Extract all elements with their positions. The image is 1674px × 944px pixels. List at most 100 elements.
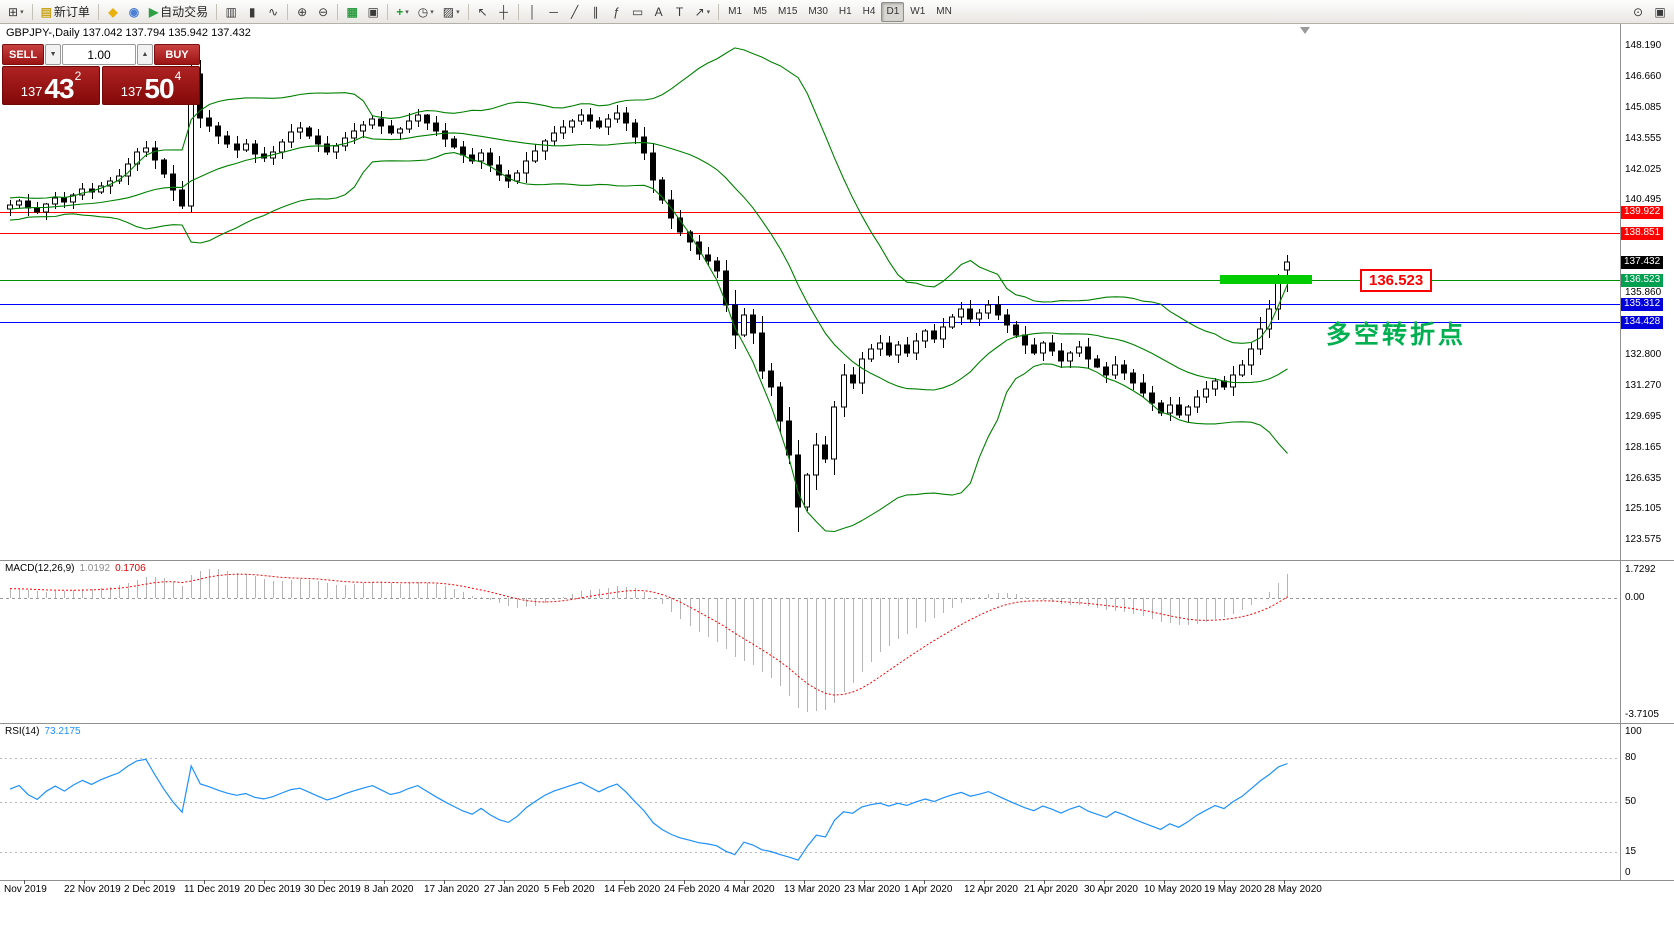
rsi-line	[9, 758, 1288, 861]
candlestick-chart-mode-button[interactable]: ▮	[242, 2, 262, 22]
zoom-in-icon: ⊕	[297, 4, 308, 19]
volume-increase-button[interactable]: ▲	[137, 44, 153, 65]
toolbar-separator	[517, 3, 519, 20]
indicators-button[interactable]: + ▾	[392, 2, 413, 22]
timeframe-mn-button[interactable]: MN	[931, 2, 957, 22]
buy-price-sup: 4	[174, 69, 182, 83]
new-chart-icon: ⊞	[8, 4, 19, 19]
price-callout-box[interactable]: 136.523	[1360, 269, 1433, 292]
fibonacci-retracement-button[interactable]: ƒ	[607, 2, 627, 22]
price-tick: 128.165	[1625, 441, 1662, 453]
price-tick: 125.105	[1625, 503, 1662, 515]
crosshair-button[interactable]: ┼	[494, 2, 514, 22]
bar-chart-mode-button[interactable]: ▥	[221, 2, 241, 22]
rsi-panel	[0, 758, 1620, 861]
periods-icon: ◷	[417, 4, 429, 19]
templates-icon: ▨	[442, 4, 455, 19]
date-label: 28 May 2020	[1264, 884, 1322, 895]
price-tick: 131.270	[1625, 379, 1662, 391]
buy-button[interactable]: BUY	[154, 44, 200, 65]
timeframe-m15-button[interactable]: M15	[773, 2, 802, 22]
date-label: 30 Apr 2020	[1084, 884, 1138, 895]
timeframe-w1-button[interactable]: W1	[905, 2, 930, 22]
price-tick: 126.635	[1625, 472, 1662, 484]
bollinger-upper	[9, 47, 1289, 344]
cursor-button[interactable]: ↖	[473, 2, 493, 22]
price-tag-138.851: 138.851	[1621, 227, 1664, 241]
macd-axis-min: -3.7105	[1625, 709, 1659, 720]
timeframe-h1-button[interactable]: H1	[834, 2, 857, 22]
new-chart-button[interactable]: ⊞ ▾	[4, 2, 28, 22]
date-label: 23 Mar 2020	[844, 884, 901, 895]
crosshair-icon: ┼	[499, 4, 508, 19]
date-label: 19 May 2020	[1204, 884, 1262, 895]
date-label: 21 Apr 2020	[1024, 884, 1078, 895]
zoom-out-icon: ⊖	[318, 4, 329, 19]
rsi-axis-100: 100	[1625, 726, 1642, 737]
zoom-in-button[interactable]: ⊕	[292, 2, 312, 22]
timeframe-m5-button[interactable]: M5	[748, 2, 772, 22]
new-order-button[interactable]: ▤ 新订单	[37, 2, 94, 22]
macd-panel	[0, 569, 1620, 712]
periods-button[interactable]: ◷ ▾	[414, 2, 438, 22]
price-tick: 123.575	[1625, 534, 1662, 545]
one-click-trading-panel: SELL ▼ ▲ BUY 137 43 2 137 50 4	[2, 44, 200, 105]
rsi-axis-50: 50	[1625, 795, 1637, 807]
new-window-button[interactable]: ▣	[363, 2, 383, 22]
sell-price-display[interactable]: 137 43 2	[2, 66, 100, 105]
price-tick: 143.555	[1625, 133, 1662, 145]
date-label: 12 Apr 2020	[964, 884, 1018, 895]
help-search-button[interactable]: ⊙	[1628, 2, 1648, 22]
volume-decrease-button[interactable]: ▼	[45, 44, 62, 65]
templates-button[interactable]: ▨ ▾	[439, 2, 464, 22]
price-tick: 140.495	[1625, 194, 1662, 206]
turning-point-annotation[interactable]: 多空转折点	[1326, 321, 1467, 349]
toolbar-right-group: ⊙ ▣	[1628, 2, 1670, 22]
tile-windows-button[interactable]: ▦	[342, 2, 362, 22]
horizontal-line-button[interactable]: ─	[544, 2, 564, 22]
line-chart-mode-button[interactable]: ∿	[263, 2, 283, 22]
current-price-tag: 137.432	[1621, 255, 1664, 269]
auto-trading-icon: ▶	[148, 4, 159, 19]
zoom-out-button[interactable]: ⊖	[313, 2, 333, 22]
support-highlight-bar[interactable]	[1220, 275, 1312, 284]
fibonacci-retracement-icon: ƒ	[613, 4, 620, 19]
timeframe-h4-button[interactable]: H4	[858, 2, 881, 22]
text-label-button[interactable]: T	[670, 2, 690, 22]
text-button[interactable]: A	[649, 2, 669, 22]
price-tick: 135.860	[1625, 287, 1662, 299]
vertical-line-button[interactable]: │	[523, 2, 543, 22]
community-button[interactable]: ▣	[1650, 2, 1670, 22]
timeframe-m1-button[interactable]: M1	[723, 2, 747, 22]
sell-price-big: 43	[44, 73, 74, 104]
sell-button[interactable]: SELL	[2, 44, 45, 65]
panel-separators	[0, 24, 1674, 881]
chevron-down-icon: ▾	[430, 8, 434, 16]
new-order-icon: ▤	[40, 4, 52, 19]
macd-histogram	[10, 569, 1288, 712]
trendline-button[interactable]: ╱	[565, 2, 585, 22]
sell-price-sup: 2	[74, 69, 82, 83]
equidistant-channel-icon: ∥	[592, 4, 599, 19]
timeframe-m30-button[interactable]: M30	[803, 2, 832, 22]
equidistant-channel-button[interactable]: ∥	[586, 2, 606, 22]
market-button[interactable]: ◆	[103, 2, 123, 22]
timeframe-d1-button[interactable]: D1	[881, 1, 905, 22]
buy-price-display[interactable]: 137 50 4	[102, 66, 200, 105]
shapes-button[interactable]: ▭	[628, 2, 648, 22]
buy-price-prefix: 137	[120, 84, 143, 99]
date-axis[interactable]: Nov 2019 22 Nov 2019 2 Dec 2019 11 Dec 2019…	[0, 0, 1620, 944]
date-label: 27 Jan 2020	[484, 884, 540, 895]
signals-button[interactable]: ◉	[124, 2, 144, 22]
chart-title: GBPJPY-,Daily 137.042 137.794 135.942 13…	[6, 27, 251, 39]
rsi-axis: 100 80 50 15 0	[1621, 0, 1674, 944]
price-axis[interactable]: 148.190 146.660 145.085 143.555 142.025 140.4…	[1621, 0, 1674, 944]
text-icon: A	[654, 4, 663, 19]
arrows-button[interactable]: ↗ ▾	[691, 2, 715, 22]
volume-input[interactable]	[62, 44, 136, 65]
auto-trading-button[interactable]: ▶ 自动交易	[145, 2, 212, 22]
tile-windows-icon: ▦	[346, 4, 358, 19]
bollinger-lower	[9, 152, 1288, 533]
